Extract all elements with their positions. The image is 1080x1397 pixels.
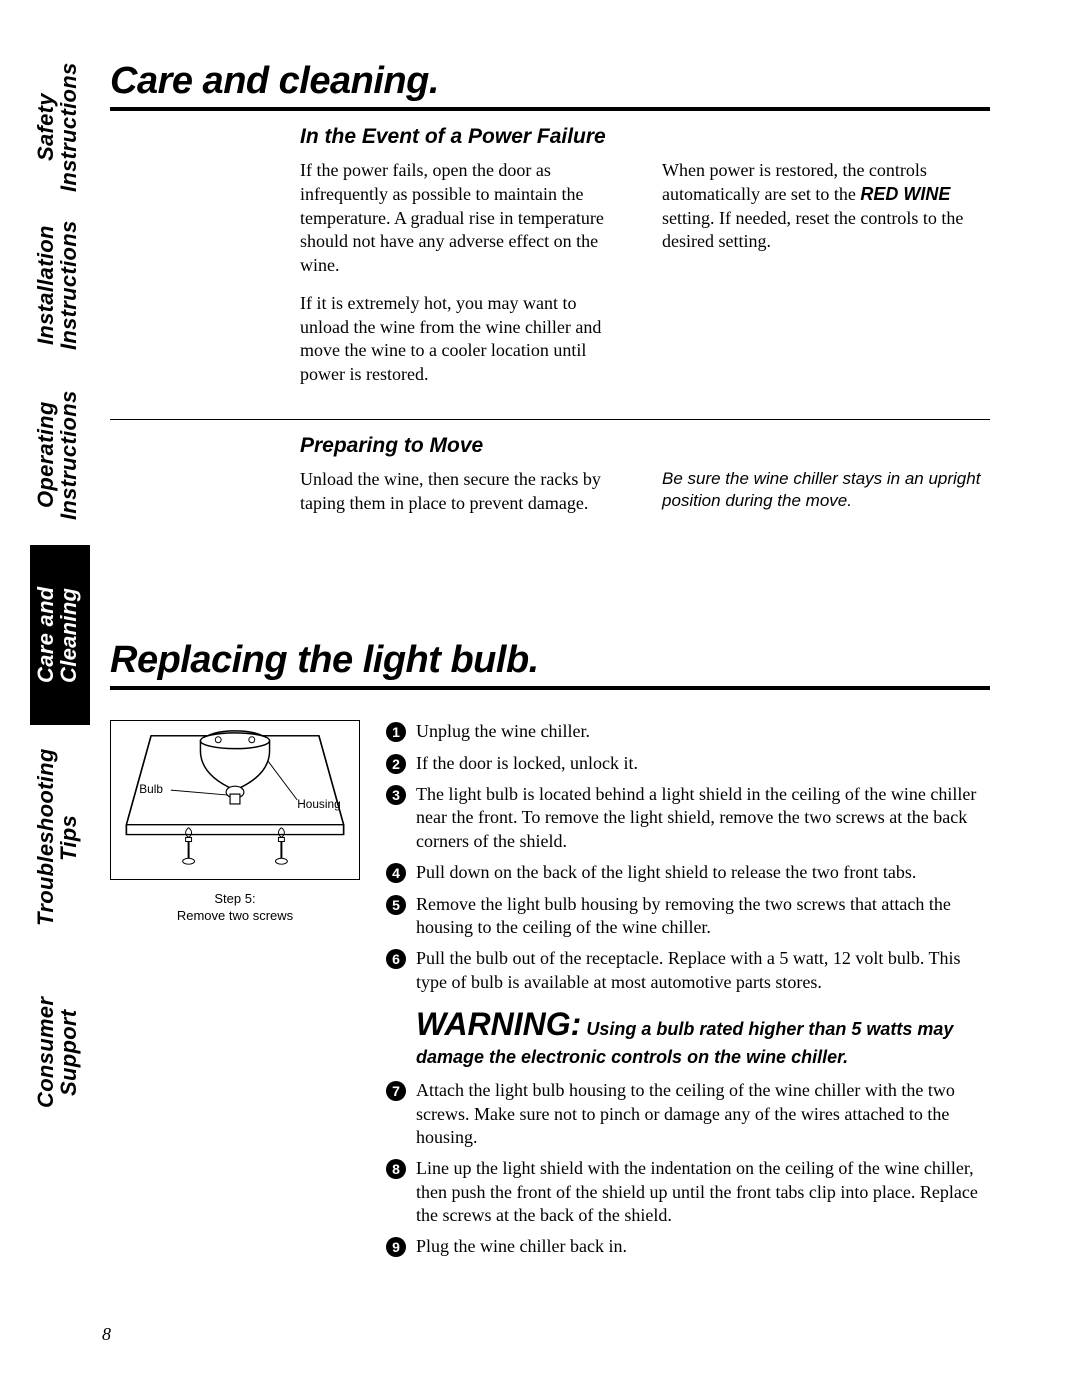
warning-lead: WARNING:	[416, 1006, 581, 1042]
step-text: Line up the light shield with the indent…	[416, 1157, 990, 1227]
bulb-diagram: Bulb Housing	[110, 720, 360, 880]
step-num-icon: 1	[386, 722, 406, 742]
text: setting. If needed, reset the controls t…	[662, 208, 963, 252]
step-item: 6 Pull the bulb out of the receptacle. Re…	[386, 947, 990, 994]
tab-consumer-support: Consumer Support	[30, 950, 90, 1155]
step-num-icon: 9	[386, 1237, 406, 1257]
label-housing: Housing	[297, 797, 340, 811]
para: If it is extremely hot, you may want to …	[300, 292, 628, 387]
tab-operating: OperatingInstructions	[30, 365, 90, 545]
step-num-icon: 6	[386, 949, 406, 969]
step-item: 9 Plug the wine chiller back in.	[386, 1235, 990, 1258]
step-text: Pull down on the back of the light shiel…	[416, 861, 916, 884]
para-italic: Be sure the wine chiller stays in an upr…	[662, 468, 990, 513]
bulb-layout: Bulb Housing	[110, 720, 990, 1267]
step-num-icon: 2	[386, 754, 406, 774]
step-item: 2 If the door is locked, unlock it.	[386, 752, 990, 775]
bold-red-wine: RED WINE	[860, 184, 950, 204]
step-text: Pull the bulb out of the receptacle. Rep…	[416, 947, 990, 994]
step-item: 8 Line up the light shield with the inden…	[386, 1157, 990, 1227]
subheading-power-failure: In the Event of a Power Failure	[300, 125, 990, 149]
step-item: 1 Unplug the wine chiller.	[386, 720, 990, 743]
step-num-icon: 7	[386, 1081, 406, 1101]
section-replacing-bulb: Replacing the light bulb.	[110, 639, 990, 1267]
section-tabs-sidebar: Safety Instructions InstallationInstruct…	[30, 50, 90, 1250]
step-text: The light bulb is located behind a light…	[416, 783, 990, 853]
steps-list: 1 Unplug the wine chiller. 2 If the door i…	[386, 720, 990, 1267]
label-bulb: Bulb	[139, 782, 163, 796]
step-text: If the door is locked, unlock it.	[416, 752, 638, 775]
page-content: Care and cleaning. In the Event of a Pow…	[110, 60, 990, 1267]
diagram-container: Bulb Housing	[110, 720, 360, 1267]
tab-safety: Safety Instructions	[30, 50, 90, 205]
manual-page: Safety Instructions InstallationInstruct…	[0, 0, 1080, 1397]
step-num-icon: 4	[386, 863, 406, 883]
step-item: 7 Attach the light bulb housing to the ce…	[386, 1079, 990, 1149]
step-num-icon: 5	[386, 895, 406, 915]
tab-care-cleaning: Care and Cleaning	[30, 545, 90, 725]
step-num-icon: 3	[386, 785, 406, 805]
para: When power is restored, the controls aut…	[662, 159, 990, 254]
step-item: 4 Pull down on the back of the light shie…	[386, 861, 990, 884]
step-text: Plug the wine chiller back in.	[416, 1235, 627, 1258]
step-text: Attach the light bulb housing to the cei…	[416, 1079, 990, 1149]
diagram-caption: Step 5: Remove two screws	[110, 891, 360, 925]
preparing-move-columns: Unload the wine, then secure the racks b…	[300, 468, 990, 530]
page-number: 8	[102, 1324, 111, 1345]
step-num-icon: 8	[386, 1159, 406, 1179]
step-text: Unplug the wine chiller.	[416, 720, 590, 743]
rule	[110, 107, 990, 111]
col-left: Unload the wine, then secure the racks b…	[300, 468, 628, 530]
rule	[110, 686, 990, 690]
col-right: Be sure the wine chiller stays in an upr…	[662, 468, 990, 530]
step-text: Remove the light bulb housing by removin…	[416, 893, 990, 940]
step-item: 5 Remove the light bulb housing by removi…	[386, 893, 990, 940]
col-left: If the power fails, open the door as inf…	[300, 159, 628, 401]
power-failure-columns: If the power fails, open the door as inf…	[300, 159, 990, 401]
step-item: 3 The light bulb is located behind a ligh…	[386, 783, 990, 853]
para: If the power fails, open the door as inf…	[300, 159, 628, 278]
section-title-bulb: Replacing the light bulb.	[110, 639, 990, 682]
rule	[110, 419, 990, 420]
col-right: When power is restored, the controls aut…	[662, 159, 990, 401]
section-title-care: Care and cleaning.	[110, 60, 990, 103]
tab-troubleshooting: Troubleshooting Tips	[30, 725, 90, 950]
caption-line: Step 5:	[214, 891, 255, 906]
warning-block: WARNING: Using a bulb rated higher than …	[416, 1004, 990, 1069]
caption-line: Remove two screws	[177, 908, 293, 923]
para: Unload the wine, then secure the racks b…	[300, 468, 628, 516]
subheading-preparing-move: Preparing to Move	[300, 434, 990, 458]
tab-installation: InstallationInstructions	[30, 205, 90, 365]
